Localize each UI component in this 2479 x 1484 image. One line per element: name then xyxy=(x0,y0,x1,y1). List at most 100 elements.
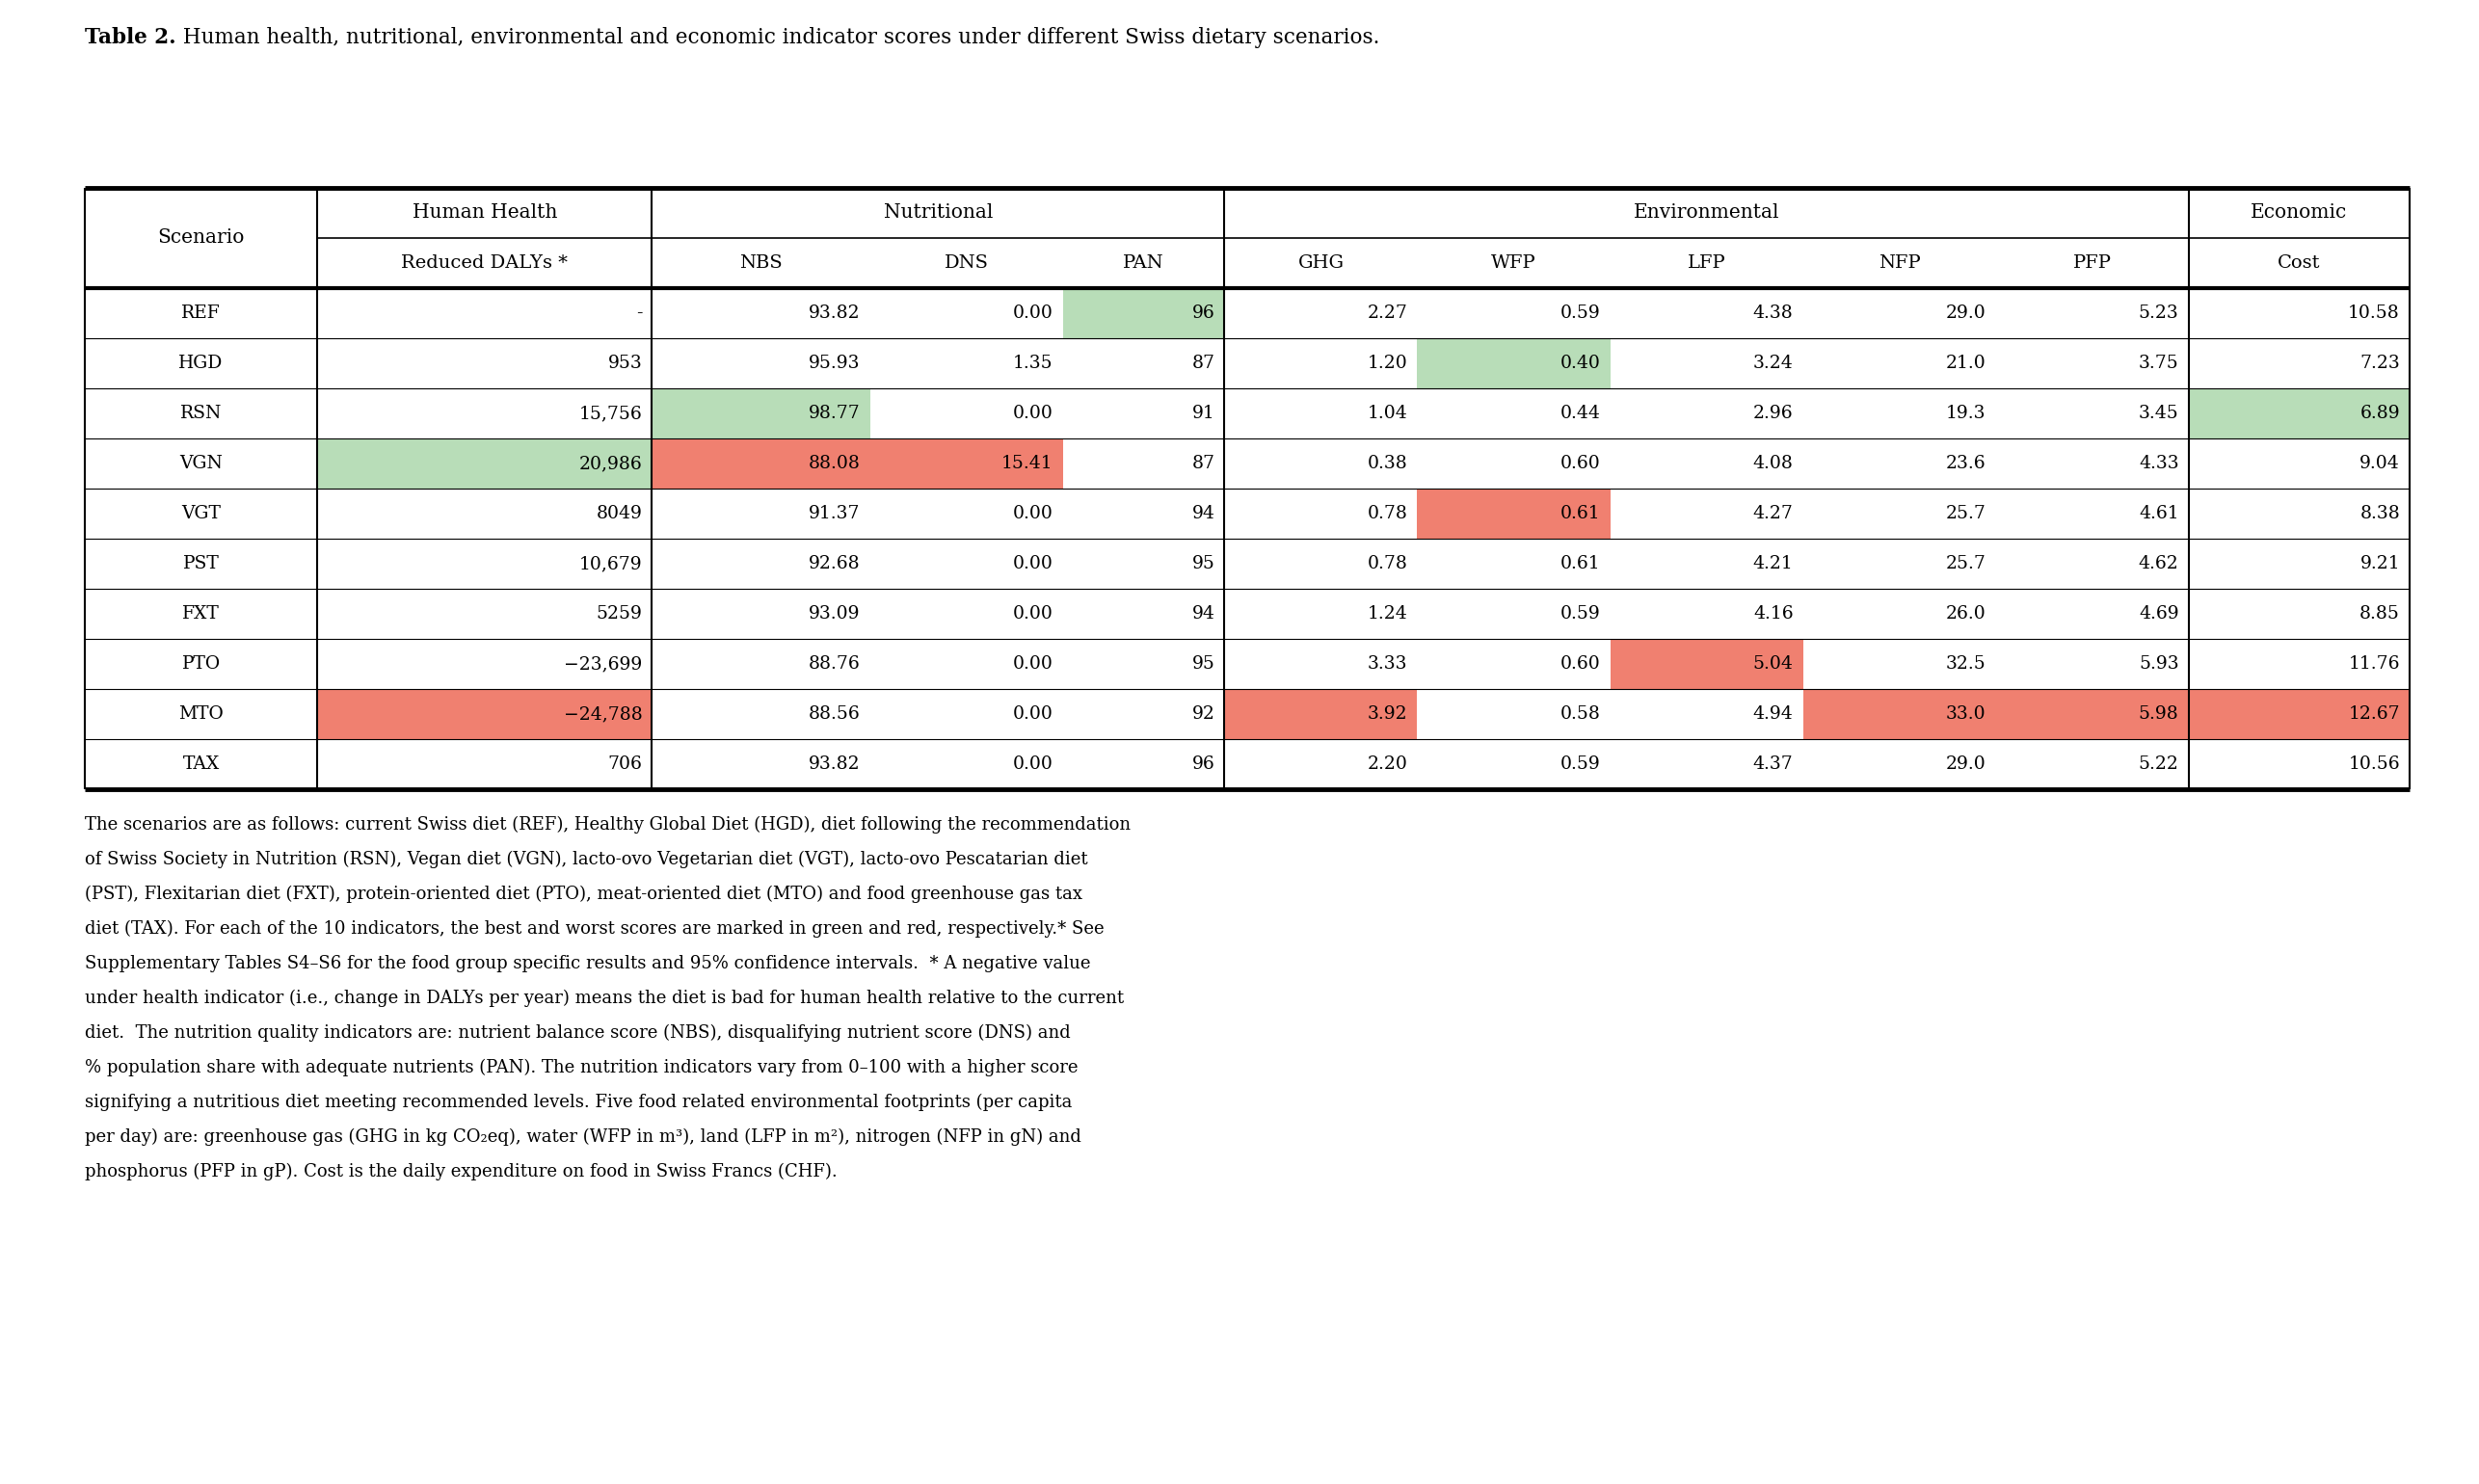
Text: 26.0: 26.0 xyxy=(1946,605,1986,622)
Bar xyxy=(1996,689,2189,739)
Text: 25.7: 25.7 xyxy=(1946,505,1986,522)
Text: 4.62: 4.62 xyxy=(2139,555,2179,573)
Text: 15.41: 15.41 xyxy=(1002,454,1054,472)
Text: 5259: 5259 xyxy=(595,605,642,622)
Text: 5.23: 5.23 xyxy=(2139,304,2179,322)
Text: 4.08: 4.08 xyxy=(1753,454,1792,472)
Text: 0.59: 0.59 xyxy=(1559,304,1601,322)
Text: RSN: RSN xyxy=(181,405,223,421)
Text: 88.76: 88.76 xyxy=(808,656,860,672)
Bar xyxy=(1609,640,1802,689)
Text: 6.89: 6.89 xyxy=(2360,405,2400,421)
Text: GHG: GHG xyxy=(1299,254,1344,272)
Text: 5.22: 5.22 xyxy=(2139,755,2179,773)
Text: 29.0: 29.0 xyxy=(1946,304,1986,322)
Text: 5.04: 5.04 xyxy=(1753,656,1792,672)
Text: 1.35: 1.35 xyxy=(1014,355,1054,372)
Text: 98.77: 98.77 xyxy=(808,405,860,421)
Text: 0.00: 0.00 xyxy=(1014,405,1054,421)
Text: Nutritional: Nutritional xyxy=(883,203,992,223)
Text: HGD: HGD xyxy=(178,355,223,372)
Text: 0.61: 0.61 xyxy=(1559,505,1601,522)
Text: 10.58: 10.58 xyxy=(2348,304,2400,322)
Text: PFP: PFP xyxy=(2072,254,2112,272)
Text: 95.93: 95.93 xyxy=(808,355,860,372)
Text: Reduced DALYs *: Reduced DALYs * xyxy=(402,254,568,272)
Bar xyxy=(1418,338,1609,389)
Text: Scenario: Scenario xyxy=(159,229,245,248)
Text: 23.6: 23.6 xyxy=(1946,454,1986,472)
Text: 0.00: 0.00 xyxy=(1014,755,1054,773)
Bar xyxy=(2189,389,2410,438)
Text: 0.61: 0.61 xyxy=(1559,555,1601,573)
Text: 0.58: 0.58 xyxy=(1559,705,1601,723)
Text: 95: 95 xyxy=(1192,555,1215,573)
Text: PTO: PTO xyxy=(181,656,221,672)
Text: Environmental: Environmental xyxy=(1634,203,1780,223)
Text: 7.23: 7.23 xyxy=(2360,355,2400,372)
Text: 3.24: 3.24 xyxy=(1753,355,1792,372)
Text: 32.5: 32.5 xyxy=(1946,656,1986,672)
Text: per day) are: greenhouse gas (GHG in kg CO₂eq), water (WFP in m³), land (LFP in : per day) are: greenhouse gas (GHG in kg … xyxy=(84,1128,1081,1146)
Text: VGN: VGN xyxy=(178,454,223,472)
Text: 0.78: 0.78 xyxy=(1368,505,1408,522)
Text: The scenarios are as follows: current Swiss diet (REF), Healthy Global Diet (HGD: The scenarios are as follows: current Sw… xyxy=(84,816,1130,834)
Text: of Swiss Society in Nutrition (RSN), Vegan diet (VGN), lacto-ovo Vegetarian diet: of Swiss Society in Nutrition (RSN), Veg… xyxy=(84,850,1088,868)
Bar xyxy=(870,438,1063,488)
Text: 88.56: 88.56 xyxy=(808,705,860,723)
Text: 87: 87 xyxy=(1192,454,1215,472)
Text: 5.93: 5.93 xyxy=(2139,656,2179,672)
Text: WFP: WFP xyxy=(1492,254,1537,272)
Text: 5.98: 5.98 xyxy=(2139,705,2179,723)
Bar xyxy=(1802,689,1996,739)
Text: 3.75: 3.75 xyxy=(2139,355,2179,372)
Text: 95: 95 xyxy=(1192,656,1215,672)
Text: 0.00: 0.00 xyxy=(1014,605,1054,622)
Text: 1.20: 1.20 xyxy=(1368,355,1408,372)
Text: 91: 91 xyxy=(1192,405,1215,421)
Text: 4.33: 4.33 xyxy=(2139,454,2179,472)
Text: 4.21: 4.21 xyxy=(1753,555,1792,573)
Text: PAN: PAN xyxy=(1123,254,1165,272)
Text: 93.09: 93.09 xyxy=(808,605,860,622)
Text: 4.27: 4.27 xyxy=(1753,505,1792,522)
Text: 706: 706 xyxy=(607,755,642,773)
Text: 4.69: 4.69 xyxy=(2139,605,2179,622)
Text: 9.21: 9.21 xyxy=(2360,555,2400,573)
Text: under health indicator (i.e., change in DALYs per year) means the diet is bad fo: under health indicator (i.e., change in … xyxy=(84,990,1123,1008)
Text: MTO: MTO xyxy=(178,705,223,723)
Text: 91.37: 91.37 xyxy=(808,505,860,522)
Text: 0.00: 0.00 xyxy=(1014,505,1054,522)
Text: 94: 94 xyxy=(1192,505,1215,522)
Text: REF: REF xyxy=(181,304,221,322)
Text: 94: 94 xyxy=(1192,605,1215,622)
Text: 0.40: 0.40 xyxy=(1559,355,1601,372)
Text: DNS: DNS xyxy=(944,254,989,272)
Bar xyxy=(317,438,652,488)
Text: Table 2.: Table 2. xyxy=(84,27,176,47)
Text: Human Health: Human Health xyxy=(412,203,558,223)
Text: 953: 953 xyxy=(607,355,642,372)
Text: 4.37: 4.37 xyxy=(1753,755,1792,773)
Text: LFP: LFP xyxy=(1688,254,1725,272)
Text: diet (TAX). For each of the 10 indicators, the best and worst scores are marked : diet (TAX). For each of the 10 indicator… xyxy=(84,920,1103,938)
Text: 0.44: 0.44 xyxy=(1559,405,1601,421)
Text: NBS: NBS xyxy=(739,254,783,272)
Text: 0.78: 0.78 xyxy=(1368,555,1408,573)
Text: 92: 92 xyxy=(1192,705,1215,723)
Bar xyxy=(652,389,870,438)
Text: 1.24: 1.24 xyxy=(1368,605,1408,622)
Text: 10,679: 10,679 xyxy=(580,555,642,573)
Bar xyxy=(1063,288,1225,338)
Text: 0.59: 0.59 xyxy=(1559,755,1601,773)
Text: 1.04: 1.04 xyxy=(1368,405,1408,421)
Text: 0.59: 0.59 xyxy=(1559,605,1601,622)
Text: −23,699: −23,699 xyxy=(563,656,642,672)
Text: 93.82: 93.82 xyxy=(808,755,860,773)
Text: 15,756: 15,756 xyxy=(578,405,642,421)
Text: 11.76: 11.76 xyxy=(2348,656,2400,672)
Text: diet.  The nutrition quality indicators are: nutrient balance score (NBS), disqu: diet. The nutrition quality indicators a… xyxy=(84,1024,1071,1042)
Text: 0.00: 0.00 xyxy=(1014,656,1054,672)
Text: 25.7: 25.7 xyxy=(1946,555,1986,573)
Text: TAX: TAX xyxy=(183,755,221,773)
